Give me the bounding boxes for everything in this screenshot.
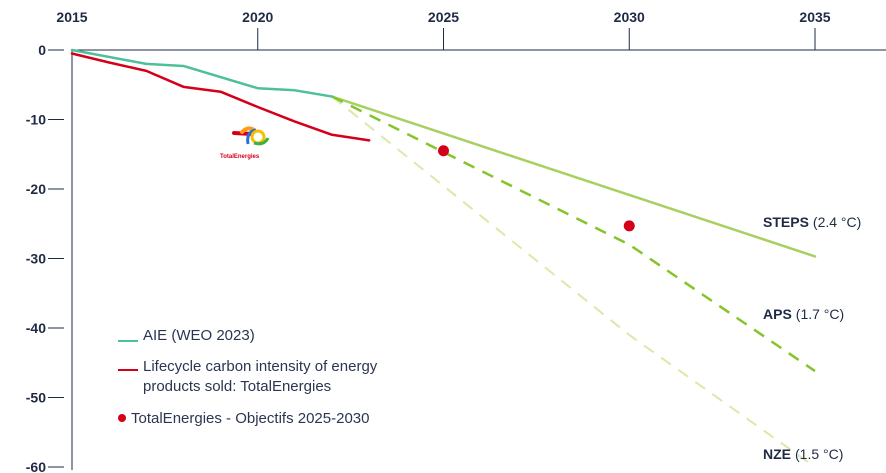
scenario-name-steps: STEPS: [763, 214, 809, 230]
y-tick-label: -20: [26, 181, 46, 197]
y-tick-label: -30: [26, 251, 46, 267]
scenario-label-aps: APS (1.7 °C): [763, 306, 844, 322]
x-tick-label: 2025: [428, 9, 459, 25]
x-tick-label: 2020: [242, 9, 273, 25]
legend: AIE (WEO 2023) Lifecycle carbon intensit…: [118, 327, 381, 427]
scenario-labels: STEPS (2.4 °C) APS (1.7 °C) NZE (1.5 °C): [763, 214, 861, 462]
legend-label-te-line1: Lifecycle carbon intensity of energy: [143, 358, 378, 375]
x-tick-label: 2030: [614, 9, 645, 25]
legend-label-te-line2: products sold: TotalEnergies: [143, 378, 331, 395]
axes: 2015 2020 2025 2030 2035 0 -10 -20 -30 -40 -50 -60: [26, 9, 886, 473]
y-tick-label: -40: [26, 320, 46, 336]
scenario-temp-aps: (1.7 °C): [796, 306, 844, 322]
legend-swatch-targets: [118, 414, 126, 422]
series-line-aie: [70, 48, 334, 98]
series-line-aps: [331, 95, 816, 373]
legend-label-targets: TotalEnergies - Objectifs 2025-2030: [131, 410, 369, 427]
x-tick-label: 2035: [799, 9, 830, 25]
points-layer: [438, 145, 635, 232]
logo-text: TotalEnergies: [220, 154, 260, 160]
series-layer: [70, 48, 817, 468]
scenario-label-steps: STEPS (2.4 °C): [763, 214, 861, 230]
y-tick-label: 0: [38, 42, 46, 58]
y-tick-label: -10: [26, 112, 46, 128]
totalenergies-logo: TotalEnergies: [220, 126, 270, 160]
scenario-label-nze: NZE (1.5 °C): [763, 446, 843, 462]
series-line-steps: [330, 95, 817, 258]
scenario-temp-nze: (1.5 °C): [795, 446, 843, 462]
x-tick-label: 2015: [56, 9, 87, 25]
y-tick-label: -50: [26, 390, 46, 406]
legend-label-te: Lifecycle carbon intensity of energy pro…: [143, 358, 381, 395]
series-line-nze: [331, 95, 816, 468]
target-point: [623, 220, 635, 232]
target-point: [438, 145, 449, 157]
scenario-name-aps: APS: [763, 306, 792, 322]
series-line-te: [70, 52, 371, 142]
scenario-name-nze: NZE: [763, 446, 791, 462]
scenario-temp-steps: (2.4 °C): [813, 214, 861, 230]
legend-label-aie: AIE (WEO 2023): [143, 327, 255, 344]
y-tick-label: -60: [26, 459, 46, 473]
